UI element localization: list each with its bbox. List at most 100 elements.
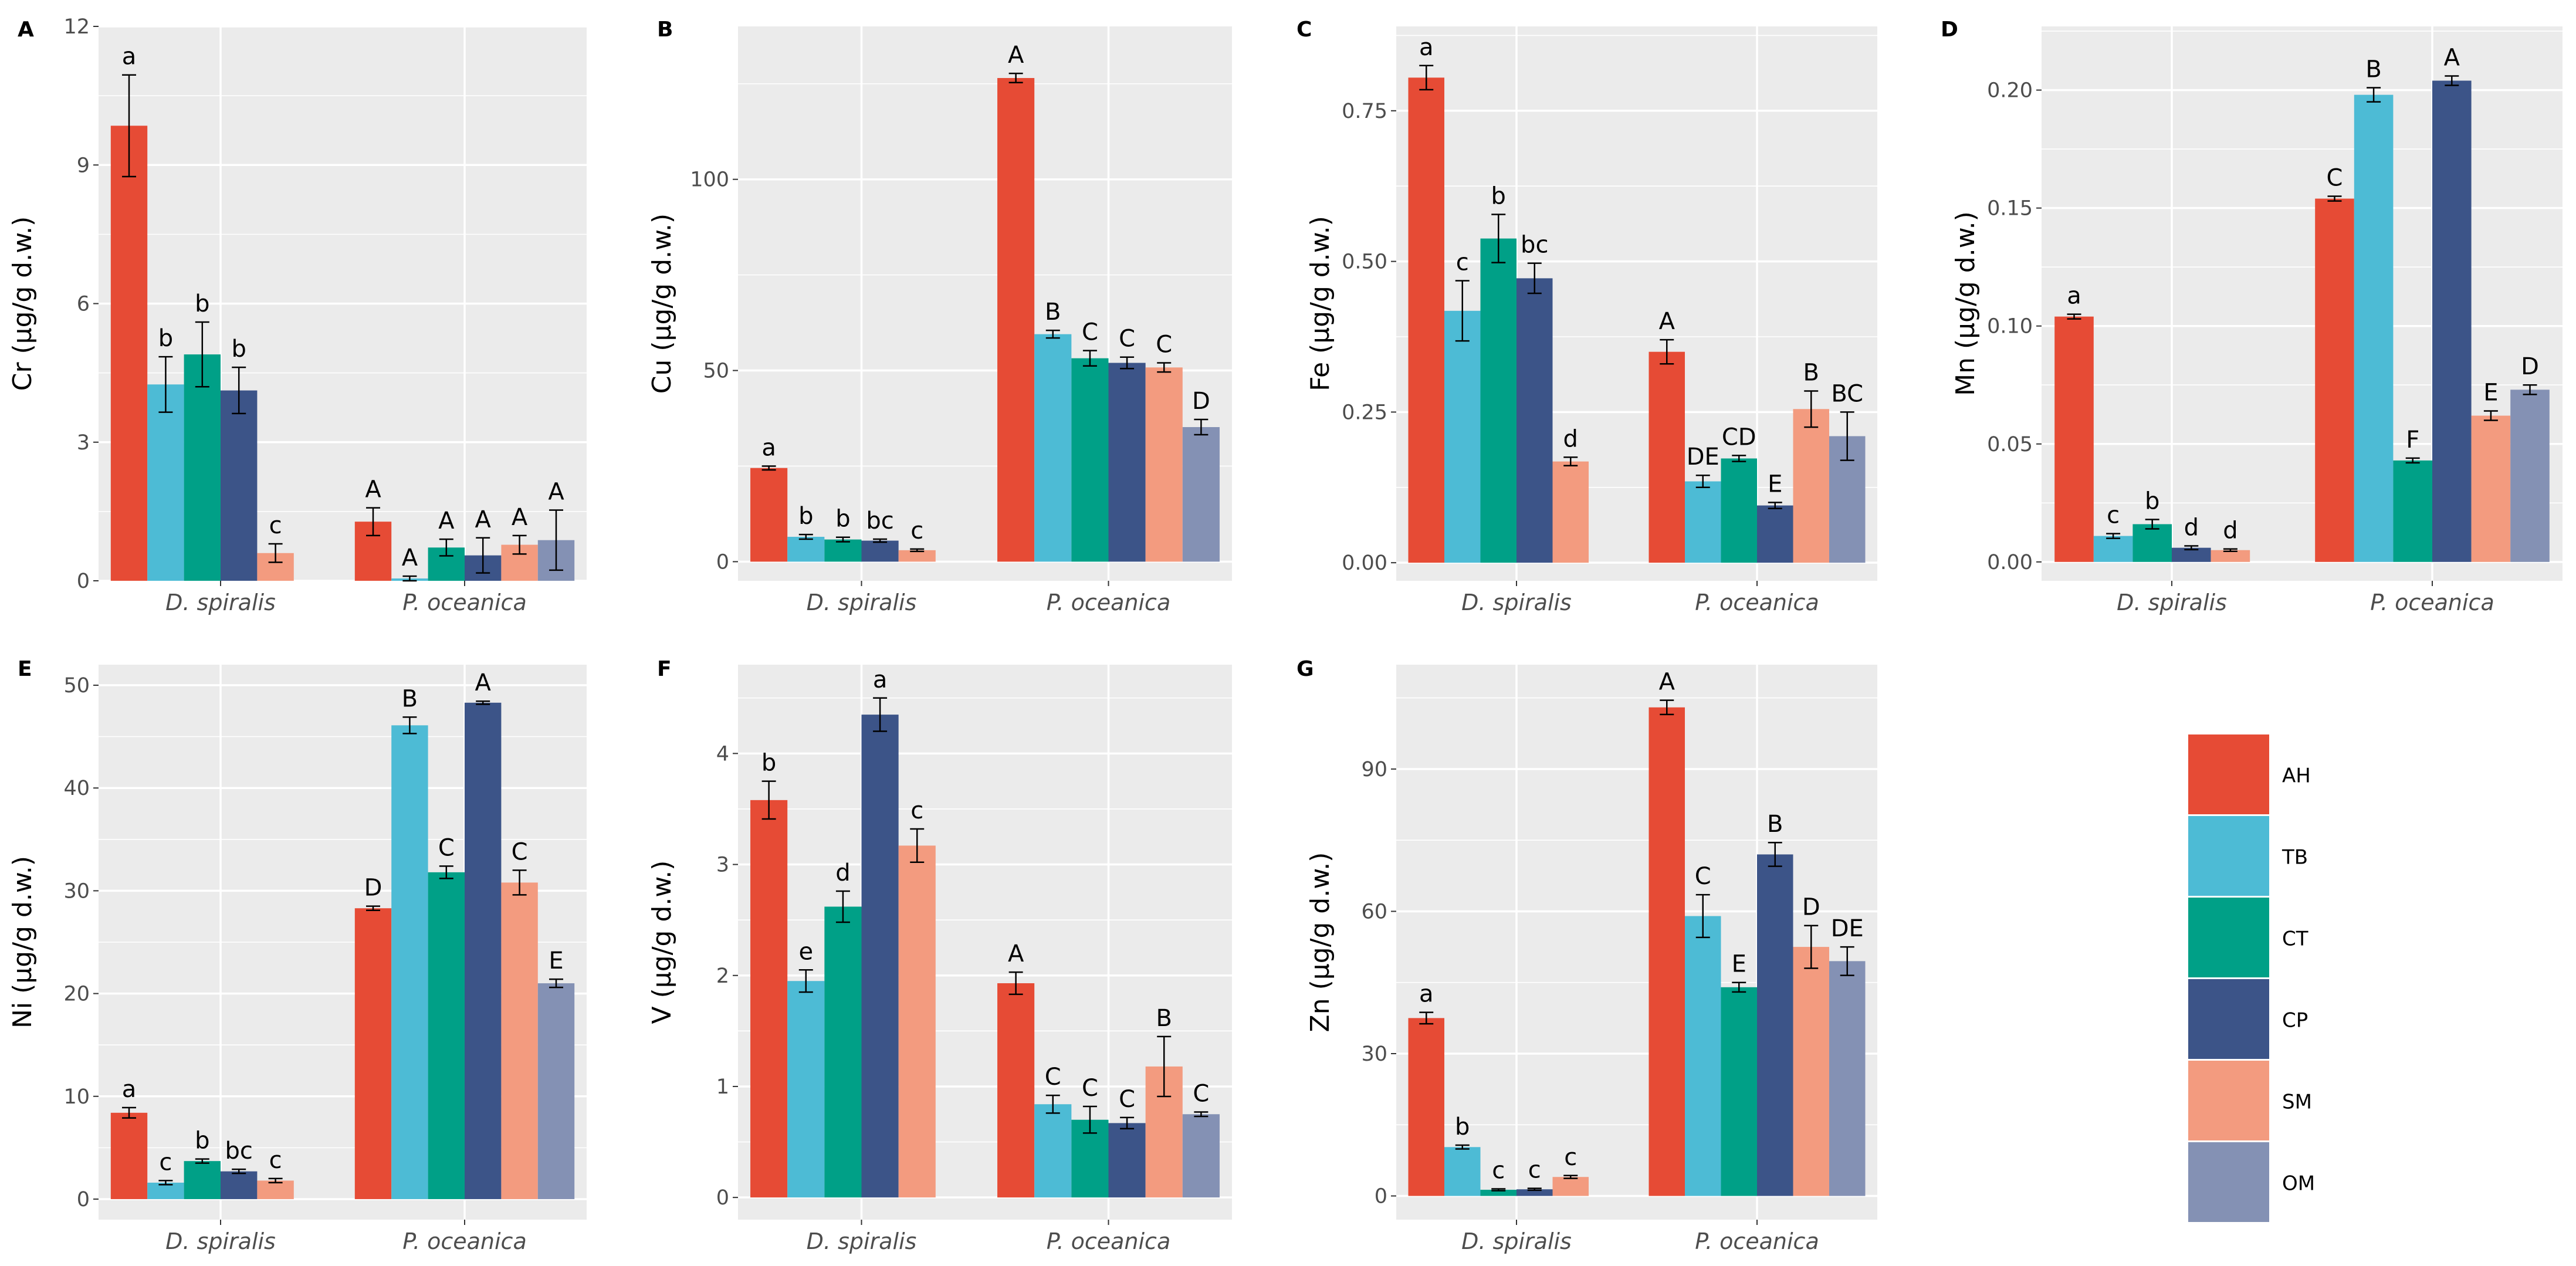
y-tick-label: 1 <box>716 1075 729 1099</box>
bar <box>2471 415 2511 562</box>
y-tick-label: 12 <box>63 15 90 39</box>
bar <box>2211 550 2250 562</box>
significance-label: C <box>1156 331 1172 358</box>
bar <box>1552 1177 1589 1196</box>
bar <box>997 77 1035 562</box>
bar <box>997 983 1035 1198</box>
x-tick-label: D. spiralis <box>1461 590 1572 615</box>
bar <box>1408 1018 1444 1196</box>
x-tick-label: P. oceanica <box>1047 590 1170 615</box>
y-axis-title: Ni (µg/g d.w.) <box>8 856 38 1028</box>
bar <box>1829 961 1866 1196</box>
significance-label: c <box>2107 502 2120 529</box>
significance-label: c <box>269 1147 282 1174</box>
bar <box>221 390 258 581</box>
significance-label: bc <box>225 1138 253 1165</box>
legend-label: AH <box>2282 764 2311 788</box>
y-tick-label: 0.20 <box>1987 79 2033 103</box>
significance-label: A <box>512 504 528 531</box>
significance-label: c <box>910 517 923 544</box>
x-tick-label: D. spiralis <box>165 1228 276 1254</box>
bar <box>2093 536 2133 562</box>
panel-f: 0 1 2 3 4 D. spiralis P. oceanica V (µg/g d.w.)… <box>647 657 1232 1254</box>
bar <box>2315 198 2354 562</box>
panel-letter: A <box>18 18 34 42</box>
bar <box>1480 1190 1517 1196</box>
significance-label: C <box>1082 319 1098 346</box>
significance-label: D <box>1802 894 1820 921</box>
y-tick-label: 30 <box>1361 1042 1387 1066</box>
panel-d: 0.00 0.05 0.10 0.15 0.20 D. spiralis P. oceani… <box>1941 18 2563 615</box>
bar <box>1648 707 1685 1196</box>
panel-letter: G <box>1297 657 1314 681</box>
bar <box>184 354 221 581</box>
bar <box>1757 505 1793 563</box>
panel-c: 0.00 0.25 0.50 0.75 D. spiralis P. oceanica Fe… <box>1297 18 1877 615</box>
y-tick-label: 0.15 <box>1987 197 2033 221</box>
bar <box>898 550 936 562</box>
significance-label: d <box>2184 514 2199 541</box>
legend-key <box>2188 816 2269 896</box>
bar <box>391 725 428 1199</box>
y-axis-title: Cu (µg/g d.w.) <box>647 214 677 394</box>
bar <box>824 539 862 562</box>
significance-label: C <box>1119 326 1135 353</box>
significance-label: B <box>402 685 418 712</box>
bar <box>824 906 862 1198</box>
bar <box>1793 947 1829 1196</box>
bar <box>1517 1189 1553 1196</box>
significance-label: b <box>798 503 813 530</box>
significance-label: b <box>761 750 776 777</box>
y-tick-label: 6 <box>77 293 90 316</box>
bar <box>750 468 788 562</box>
significance-label: A <box>1659 669 1675 696</box>
significance-label: e <box>798 938 813 965</box>
significance-label: A <box>2444 44 2460 71</box>
significance-label: E <box>549 947 563 974</box>
legend-label: SM <box>2282 1091 2312 1114</box>
bar <box>2054 316 2094 562</box>
significance-label: A <box>438 507 455 534</box>
significance-label: C <box>512 838 528 865</box>
y-axis-title: Cr (µg/g d.w.) <box>8 216 38 391</box>
significance-label: c <box>1492 1157 1505 1184</box>
significance-label: bc <box>866 507 893 534</box>
significance-label: C <box>1193 1080 1209 1107</box>
significance-label: A <box>1008 940 1024 967</box>
bar <box>1552 461 1589 563</box>
bar <box>1757 854 1793 1196</box>
bar <box>1034 1104 1072 1198</box>
significance-label: C <box>1082 1075 1098 1102</box>
legend-label: TB <box>2281 846 2308 869</box>
y-axis-title: Fe (µg/g d.w.) <box>1305 216 1335 391</box>
significance-label: a <box>122 43 137 70</box>
significance-label: BC <box>1831 380 1863 407</box>
significance-label: A <box>365 476 381 503</box>
panel-letter: B <box>657 18 673 42</box>
significance-label: A <box>475 669 492 696</box>
x-tick-label: P. oceanica <box>2370 590 2494 615</box>
panel-e: 0 10 20 30 40 50 D. spiralis P. oceanica Ni (µg/… <box>8 657 587 1254</box>
significance-label: D <box>2521 353 2539 380</box>
significance-label: C <box>1119 1086 1135 1113</box>
bar <box>1685 916 1721 1196</box>
y-tick-label: 0 <box>716 1186 729 1210</box>
significance-label: CD <box>1722 424 1756 451</box>
bar <box>898 845 936 1198</box>
x-tick-label: D. spiralis <box>2117 590 2227 615</box>
x-tick-label: D. spiralis <box>1461 1228 1572 1254</box>
panel-letter: E <box>18 657 32 681</box>
significance-label: D <box>1192 388 1210 415</box>
significance-label: B <box>1803 359 1819 386</box>
bar <box>1517 278 1553 563</box>
significance-label: E <box>2483 379 2498 406</box>
significance-label: c <box>269 512 282 539</box>
significance-label: C <box>1045 1064 1061 1091</box>
x-tick-label: P. oceanica <box>1047 1228 1170 1254</box>
y-tick-label: 0.05 <box>1987 433 2033 456</box>
significance-label: b <box>835 506 850 533</box>
significance-label: a <box>2067 283 2081 310</box>
significance-label: A <box>1008 42 1024 69</box>
y-tick-label: 50 <box>703 360 729 383</box>
bar <box>861 715 899 1198</box>
